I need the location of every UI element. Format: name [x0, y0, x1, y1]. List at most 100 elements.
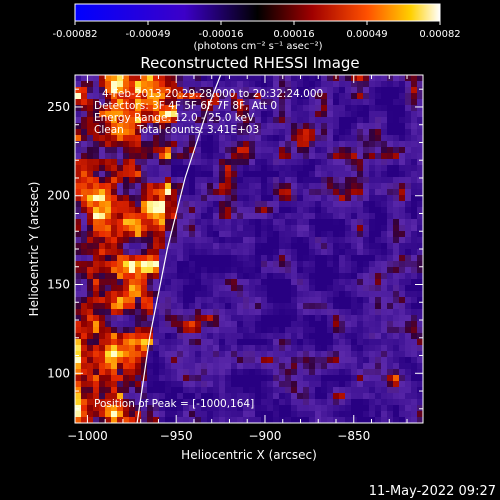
heatmap-cell: [351, 411, 358, 418]
heatmap-cell: [129, 339, 136, 346]
heatmap-cell: [339, 279, 346, 286]
heatmap-cell: [411, 381, 418, 388]
heatmap-cell: [279, 339, 286, 346]
heatmap-cell: [243, 219, 250, 226]
heatmap-cell: [351, 219, 358, 226]
heatmap-cell: [285, 183, 292, 190]
heatmap-cell: [111, 195, 118, 202]
heatmap-cell: [375, 411, 382, 418]
heatmap-cell: [219, 243, 226, 250]
heatmap-cell: [213, 93, 220, 100]
heatmap-cell: [183, 333, 190, 340]
heatmap-cell: [165, 399, 172, 406]
heatmap-cell: [147, 285, 154, 292]
heatmap-cell: [309, 123, 316, 130]
heatmap-cell: [201, 339, 208, 346]
heatmap-cell: [285, 327, 292, 334]
heatmap-cell: [327, 381, 334, 388]
heatmap-cell: [279, 147, 286, 154]
heatmap-cell: [321, 231, 328, 238]
heatmap-cell: [249, 267, 256, 274]
heatmap-cell: [189, 333, 196, 340]
heatmap-cell: [171, 339, 178, 346]
heatmap-cell: [381, 183, 388, 190]
heatmap-cell: [123, 279, 130, 286]
heatmap-cell: [165, 159, 172, 166]
heatmap-cell: [129, 171, 136, 178]
heatmap-cell: [237, 369, 244, 376]
heatmap-cell: [393, 381, 400, 388]
heatmap-cell: [309, 363, 316, 370]
heatmap-cell: [405, 99, 412, 106]
heatmap-cell: [165, 279, 172, 286]
heatmap-cell: [309, 99, 316, 106]
heatmap-cell: [285, 369, 292, 376]
heatmap-cell: [297, 345, 304, 352]
heatmap-cell: [141, 75, 148, 82]
heatmap-cell: [93, 363, 100, 370]
heatmap-cell: [339, 225, 346, 232]
heatmap-cell: [231, 225, 238, 232]
heatmap-cell: [141, 177, 148, 184]
heatmap-cell: [129, 201, 136, 208]
heatmap-cell: [417, 267, 423, 274]
heatmap-cell: [225, 327, 232, 334]
heatmap-cell: [171, 285, 178, 292]
heatmap-cell: [75, 195, 82, 202]
heatmap-cell: [411, 357, 418, 364]
heatmap-cell: [99, 111, 106, 118]
heatmap-cell: [147, 165, 154, 172]
heatmap-cell: [357, 255, 364, 262]
heatmap-cell: [99, 243, 106, 250]
heatmap-cell: [105, 303, 112, 310]
heatmap-cell: [399, 279, 406, 286]
heatmap-cell: [315, 363, 322, 370]
heatmap-cell: [165, 387, 172, 394]
heatmap-cell: [177, 105, 184, 112]
heatmap-cell: [297, 381, 304, 388]
heatmap-cell: [87, 399, 94, 406]
heatmap-cell: [213, 177, 220, 184]
heatmap-cell: [417, 333, 423, 340]
heatmap-cell: [111, 339, 118, 346]
heatmap-cell: [201, 405, 208, 412]
heatmap-cell: [225, 195, 232, 202]
heatmap-cell: [309, 411, 316, 418]
heatmap-cell: [285, 255, 292, 262]
heatmap-cell: [225, 231, 232, 238]
heatmap-cell: [303, 171, 310, 178]
heatmap-cell: [327, 93, 334, 100]
heatmap-cell: [273, 81, 280, 88]
heatmap-cell: [171, 279, 178, 286]
heatmap-cell: [183, 195, 190, 202]
heatmap-cell: [297, 339, 304, 346]
heatmap-cell: [195, 219, 202, 226]
heatmap-cell: [117, 117, 124, 124]
heatmap-cell: [153, 213, 160, 220]
heatmap-cell: [339, 117, 346, 124]
heatmap-cell: [123, 141, 130, 148]
heatmap-cell: [309, 75, 316, 82]
heatmap-cell: [327, 363, 334, 370]
heatmap-cell: [219, 123, 226, 130]
heatmap-cell: [417, 249, 423, 256]
heatmap-cell: [357, 75, 364, 82]
heatmap-cell: [93, 405, 100, 412]
heatmap-cell: [237, 327, 244, 334]
heatmap-cell: [243, 405, 250, 412]
heatmap-cell: [207, 93, 214, 100]
heatmap-cell: [207, 183, 214, 190]
heatmap-cell: [357, 369, 364, 376]
heatmap-cell: [303, 285, 310, 292]
heatmap-cell: [369, 387, 376, 394]
heatmap-cell: [363, 303, 370, 310]
heatmap-cell: [273, 381, 280, 388]
heatmap-cell: [291, 345, 298, 352]
heatmap-cell: [285, 345, 292, 352]
heatmap-cell: [297, 321, 304, 328]
heatmap-cell: [75, 111, 82, 118]
heatmap-cell: [309, 87, 316, 94]
heatmap-cell: [213, 147, 220, 154]
heatmap-cell: [231, 81, 238, 88]
heatmap-cell: [105, 189, 112, 196]
